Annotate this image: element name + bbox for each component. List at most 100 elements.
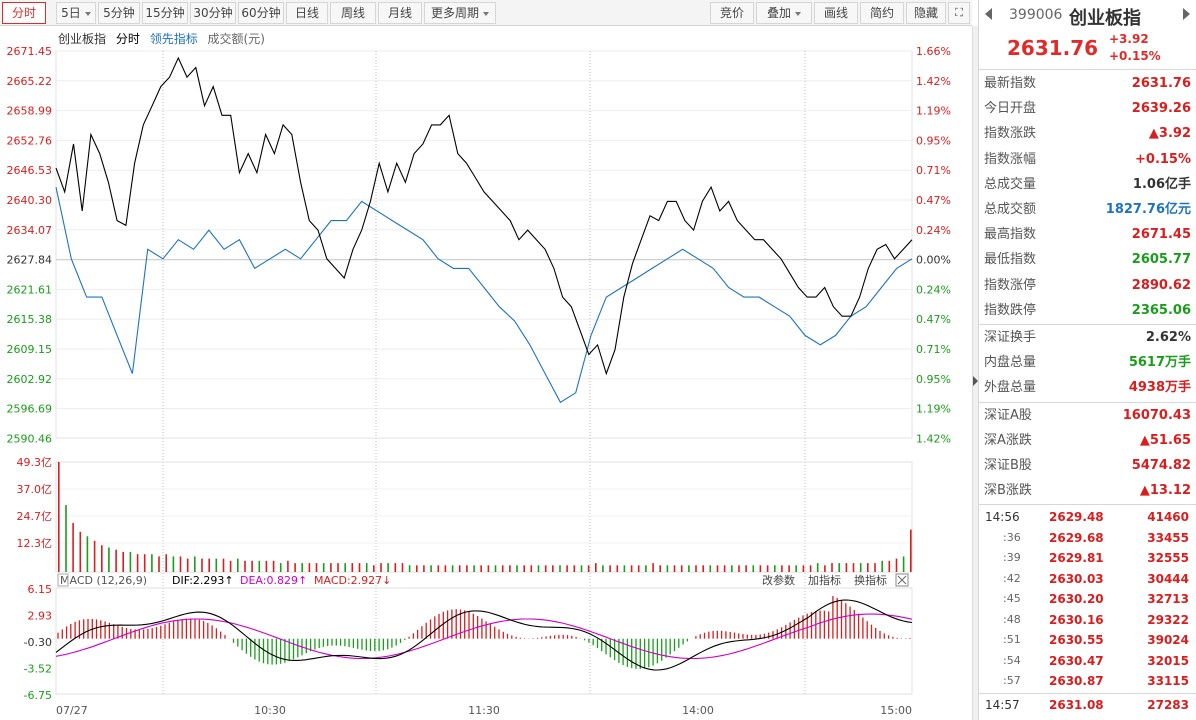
stat-label: 深A涨跌 — [984, 432, 1032, 448]
stat-row: 最新指数 2631.76 — [979, 71, 1196, 96]
more-periods-dropdown[interactable]: 更多周期 — [424, 2, 496, 24]
tick-price: 2629.48 — [1049, 510, 1104, 525]
volume-bar — [344, 563, 346, 572]
tab-intraday[interactable]: 分时 — [2, 2, 46, 24]
volume-bar — [723, 565, 726, 572]
volume-bar — [609, 565, 611, 572]
tick-time: 14:56 — [985, 510, 1020, 525]
chart-area[interactable]: 创业板指 分时 领先指标 成交额(元) 2671.45 1.66% 2665.22 1… — [0, 26, 972, 720]
price-tick-label: 2627.84 — [7, 254, 53, 267]
price-tick-label: 2609.15 — [7, 343, 53, 356]
volume-bar — [559, 565, 561, 572]
auction-button[interactable]: 竞价 — [710, 2, 754, 24]
price-tick-label: 2602.92 — [7, 373, 53, 386]
tab-5min[interactable]: 5分钟 — [98, 2, 140, 24]
volume-bar — [645, 565, 647, 572]
volume-bar — [881, 560, 883, 572]
volume-bar — [888, 560, 891, 572]
volume-bar — [716, 565, 719, 572]
volume-bar — [516, 565, 518, 572]
tick-time: :54 — [1003, 653, 1021, 667]
macd-tick-label: 2.93 — [28, 610, 53, 623]
volume-bar — [595, 563, 597, 572]
pct-tick-label: 0.24% — [916, 283, 951, 296]
volume-bar — [738, 565, 740, 572]
macd-tick-label: -3.52 — [24, 663, 52, 676]
volume-bar — [623, 565, 626, 572]
current-price: 2631.76 — [1007, 36, 1099, 60]
volume-bar — [480, 565, 482, 572]
macd-button-2[interactable]: 换指标 — [854, 573, 887, 587]
volume-bar — [201, 558, 203, 572]
volume-bar — [308, 563, 311, 572]
stat-row: 总成交额 1827.76亿元 — [979, 197, 1196, 222]
stat-value: 1827.76亿元 — [1105, 202, 1191, 217]
stat-row: 深A涨跌 ▲51.65 — [979, 428, 1196, 453]
pct-tick-label: 0.71% — [916, 164, 951, 177]
help-icon — [57, 573, 69, 587]
tab-15min[interactable]: 15分钟 — [142, 2, 188, 24]
price-tick-label: 2590.46 — [7, 432, 53, 445]
tab-5day[interactable]: 5日 — [56, 2, 96, 24]
volume-bar — [279, 563, 282, 572]
volume-bar — [466, 565, 468, 572]
volume-bar — [580, 565, 583, 572]
volume-bar — [745, 565, 747, 572]
price-tick-label: 2596.69 — [7, 403, 53, 416]
macd-value: MACD:2.927↓ — [314, 574, 391, 587]
simple-mode-button[interactable]: 简约 — [860, 2, 904, 24]
leading-indicator-line — [55, 186, 913, 404]
stat-row: 总成交量 1.06亿手 — [979, 172, 1196, 197]
price-tick-label: 2665.22 — [7, 75, 53, 88]
tab-30min[interactable]: 30分钟 — [190, 2, 236, 24]
pct-tick-label: 0.47% — [916, 194, 951, 207]
volume-bar — [874, 563, 876, 572]
hide-button[interactable]: 隐藏 — [906, 2, 946, 24]
volume-bar — [143, 554, 146, 572]
volume-tick-label: 49.3亿 — [17, 456, 53, 469]
tick-volume: 27283 — [1147, 697, 1189, 712]
volume-bar — [179, 556, 182, 572]
quote-header: 399006 创业板指 2631.76 +3.92 +0.15% — [979, 0, 1196, 70]
tab-daily[interactable]: 日线 — [286, 2, 328, 24]
stat-label: 内盘总量 — [984, 355, 1037, 371]
tab-weekly[interactable]: 周线 — [330, 2, 376, 24]
tick-row: 14:56 2629.48 41460 — [979, 507, 1196, 527]
stat-row: 深B涨跌 ▲13.12 — [979, 478, 1196, 503]
volume-bar — [58, 462, 60, 572]
volume-bar — [72, 522, 74, 572]
volume-bar — [602, 565, 604, 572]
prev-stock-icon[interactable] — [985, 8, 992, 20]
next-stock-icon[interactable] — [1183, 8, 1190, 20]
draw-line-button[interactable]: 画线 — [814, 2, 858, 24]
pct-tick-label: 1.19% — [916, 105, 951, 118]
macd-button-1[interactable]: 加指标 — [808, 573, 841, 587]
volume-bar — [172, 556, 175, 572]
macd-dif-line — [55, 599, 913, 671]
tick-price: 2629.81 — [1049, 551, 1104, 566]
volume-bar — [394, 563, 397, 572]
tick-price: 2629.68 — [1049, 530, 1104, 545]
tab-60min[interactable]: 60分钟 — [238, 2, 284, 24]
tick-volume: 33115 — [1147, 674, 1189, 689]
volume-tick-label: 12.3亿 — [17, 537, 53, 550]
fullscreen-icon[interactable]: ⛶ — [948, 2, 970, 24]
tab-monthly[interactable]: 月线 — [378, 2, 422, 24]
period-toolbar: 分时 5日 5分钟 15分钟 30分钟 60分钟 日线 周线 月线 更多周期 竞… — [0, 0, 972, 26]
legend-leading[interactable]: 领先指标 — [149, 32, 198, 46]
stat-value: 2890.62 — [1131, 277, 1191, 293]
pct-tick-label: 0.95% — [916, 134, 951, 147]
stat-value: ▲3.92 — [1148, 126, 1191, 142]
collapse-panel-handle[interactable] — [972, 26, 978, 720]
tick-time: :39 — [1003, 551, 1021, 565]
time-tick-label: 11:30 — [468, 704, 500, 717]
close-icon[interactable] — [895, 573, 909, 587]
tick-volume: 32015 — [1147, 653, 1189, 668]
divider — [979, 692, 1196, 694]
overlay-dropdown[interactable]: 叠加 — [756, 2, 812, 24]
macd-button-0[interactable]: 改参数 — [762, 573, 795, 587]
stat-value: +0.15% — [1135, 151, 1191, 167]
tick-row: :48 2630.16 29322 — [979, 610, 1196, 630]
volume-bar — [79, 531, 82, 572]
tick-price: 2630.87 — [1049, 674, 1104, 689]
